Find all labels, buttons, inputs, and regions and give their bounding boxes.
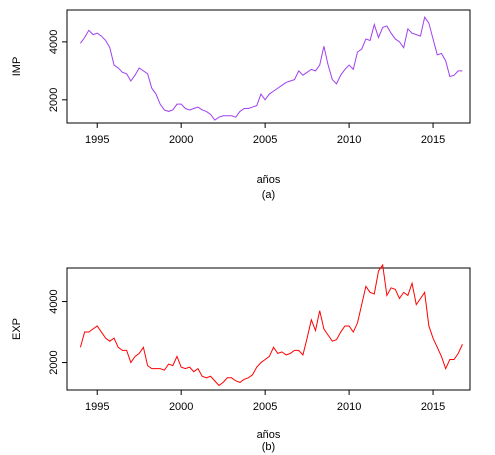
caption: (a) <box>262 189 275 201</box>
y-tick-label: 2000 <box>48 350 60 374</box>
plot-box <box>66 9 471 124</box>
y-axis-label: EXP <box>11 318 23 340</box>
y-axis-label: IMP <box>11 57 23 77</box>
x-tick-label: 2015 <box>421 401 445 413</box>
y-tick-label: 4000 <box>48 30 60 54</box>
x-tick-label: 2000 <box>169 134 193 146</box>
x-tick-label: 2005 <box>253 401 277 413</box>
x-tick-label: 2005 <box>253 134 277 146</box>
plot-box <box>66 267 471 391</box>
x-axis-label: años <box>257 429 281 441</box>
data-line <box>80 16 463 121</box>
caption: (b) <box>262 441 275 453</box>
x-tick-label: 2010 <box>337 401 361 413</box>
x-tick-label: 2015 <box>421 134 445 146</box>
x-tick-label: 1995 <box>85 134 109 146</box>
x-tick-label: 2010 <box>337 134 361 146</box>
data-line <box>79 263 463 387</box>
x-axis-label: años <box>257 174 281 186</box>
x-tick-label: 1995 <box>85 401 109 413</box>
y-tick-label: 2000 <box>48 88 60 112</box>
y-tick-label: 4000 <box>48 289 60 313</box>
x-tick-label: 2000 <box>169 401 193 413</box>
